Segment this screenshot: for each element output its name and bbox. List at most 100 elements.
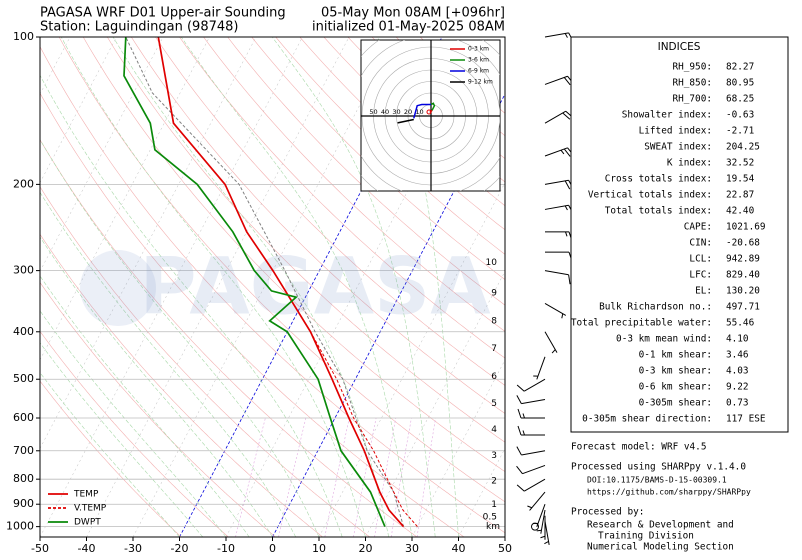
barb-staff <box>522 464 546 475</box>
dry-adiabat <box>227 37 505 306</box>
hodograph-trace <box>397 118 414 124</box>
legend-label: V.TEMP <box>74 504 107 514</box>
dry-adiabat <box>58 37 505 503</box>
wind-barb <box>544 147 574 157</box>
moist-adiabat <box>377 37 459 537</box>
ring-label: 20 <box>404 108 412 116</box>
height-label: 7 <box>491 344 497 354</box>
barb-staff <box>544 302 567 316</box>
profile-line <box>272 270 418 527</box>
hodograph-legend-label: 3-6 km <box>468 57 489 64</box>
barb-staff <box>523 478 546 492</box>
mixing-ratio-line <box>374 417 397 537</box>
x-tick-label: 30 <box>405 542 419 555</box>
moist-adiabat <box>40 275 250 537</box>
barb-full <box>516 484 525 492</box>
mixing-ratio-line <box>324 417 350 537</box>
mixing-ratio-line <box>235 417 266 537</box>
index-label: 0-3 km shear: <box>639 366 712 377</box>
y-tick-label: 300 <box>13 264 34 277</box>
y-tick-label: 600 <box>13 411 34 424</box>
index-label: Showalter index: <box>622 110 712 121</box>
mixing-ratio-line <box>353 417 377 537</box>
index-label: RH_700: <box>672 94 712 105</box>
index-value: 130.20 <box>726 286 760 297</box>
barb-staff <box>536 356 546 380</box>
barb-full <box>517 425 522 436</box>
barb-staff <box>544 147 568 157</box>
x-tick-label: -20 <box>171 542 189 555</box>
wind-barb <box>544 75 574 86</box>
x-tick-label: 10 <box>312 542 326 555</box>
index-value: 829.40 <box>726 270 760 281</box>
index-label: 0-305m shear direction: <box>582 414 712 425</box>
chart-subtitle: Station: Laguindingan (98748) <box>40 20 238 35</box>
index-value: 42.40 <box>726 206 755 217</box>
index-label: Total totals index: <box>605 206 712 217</box>
x-tick-label: -10 <box>217 542 235 555</box>
dry-adiabat <box>203 37 505 332</box>
hodograph-legend-label: 9-12 km <box>468 79 493 86</box>
mixing-ratio-line <box>278 417 307 537</box>
index-value: -20.68 <box>726 238 760 249</box>
y-tick-label: 400 <box>13 325 34 338</box>
index-label: CIN: <box>689 238 712 249</box>
moist-adiabat <box>40 310 227 537</box>
dry-adiabat <box>275 37 505 255</box>
moist-adiabat <box>40 342 204 537</box>
note: https://github.com/sharppy/SHARPpy <box>587 488 751 497</box>
barb-full <box>563 77 571 86</box>
height-label: 5 <box>491 399 497 409</box>
dry-adiabat <box>40 45 505 534</box>
index-label: RH_950: <box>672 62 712 73</box>
barb-half <box>564 33 568 38</box>
barb-staff <box>521 399 546 405</box>
isotherm <box>40 37 117 184</box>
index-value: 9.22 <box>726 382 749 393</box>
barb-staff <box>544 331 558 353</box>
wind-barb <box>544 521 550 545</box>
x-tick-label: -30 <box>124 542 142 555</box>
init-time: initialized 01-May-2025 08AM <box>312 20 505 35</box>
note: Processed by: <box>571 507 644 518</box>
wind-barb <box>517 425 545 436</box>
wind-barb <box>544 110 574 124</box>
background-lines <box>40 37 505 537</box>
barb-half <box>522 413 525 419</box>
ring-label: 40 <box>381 108 389 116</box>
dry-adiabat <box>40 233 323 537</box>
barb-staff <box>544 75 568 85</box>
wind-barb <box>516 378 546 392</box>
height-label: 0.5 <box>483 512 497 522</box>
wind-barb <box>544 204 574 214</box>
dry-adiabat <box>40 330 229 537</box>
barb-staff <box>536 504 546 527</box>
barb-full <box>516 384 525 392</box>
moist-adiabat <box>40 74 343 537</box>
y-tick-label: 1000 <box>6 520 34 533</box>
index-label: EL: <box>695 286 712 297</box>
index-value: 22.87 <box>726 190 754 201</box>
index-label: CAPE: <box>684 222 712 233</box>
index-value: 55.46 <box>726 318 755 329</box>
index-value: 82.27 <box>726 62 754 73</box>
wind-barb <box>540 515 546 540</box>
index-label: K index: <box>667 158 712 169</box>
profile-line <box>123 37 386 527</box>
dry-adiabat <box>155 37 505 386</box>
wind-barb <box>527 491 546 511</box>
dry-adiabat <box>251 37 505 280</box>
barb-half <box>522 430 525 436</box>
dry-adiabat <box>179 37 505 359</box>
profiles <box>123 37 418 528</box>
wind-barb <box>544 270 571 285</box>
watermark: PAGASA <box>139 242 490 332</box>
height-label: 2 <box>491 476 497 486</box>
index-value: 497.71 <box>726 302 760 313</box>
height-label: 9 <box>491 288 497 298</box>
wind-barb <box>536 509 546 534</box>
barb-full <box>562 112 571 120</box>
index-label: 0-1 km shear: <box>639 350 712 361</box>
moist-adiabat <box>61 37 366 537</box>
